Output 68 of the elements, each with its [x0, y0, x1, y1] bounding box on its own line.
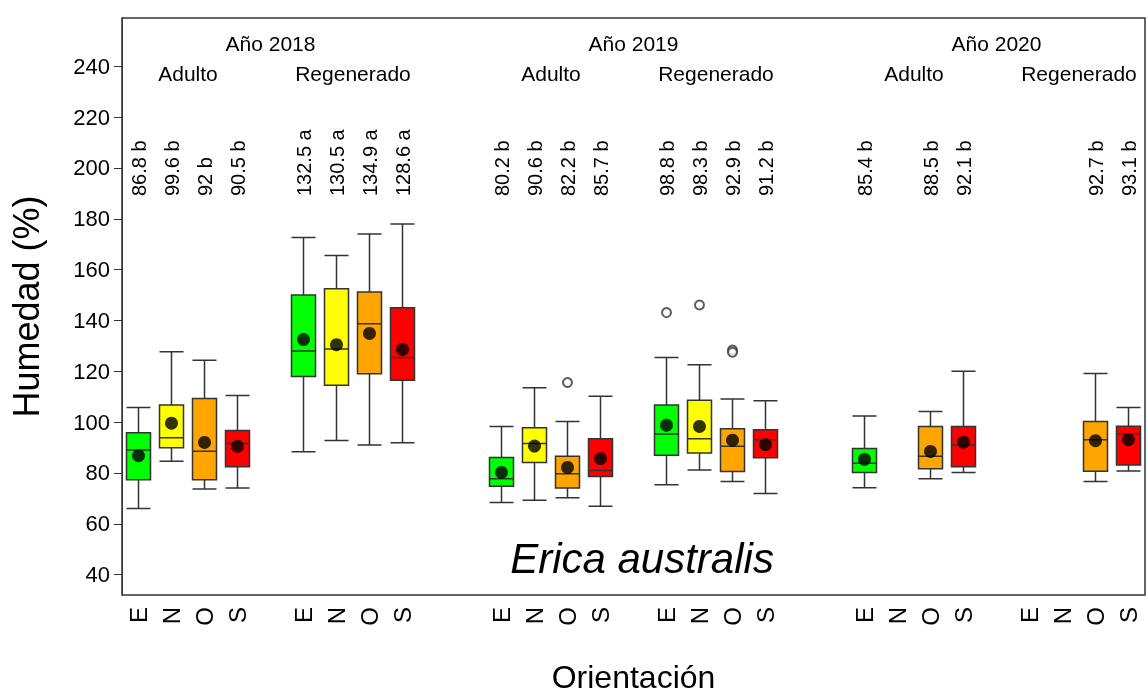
x-tick-label: S	[752, 607, 779, 624]
annotation: Adulto	[884, 61, 944, 85]
annotation: Adulto	[521, 61, 581, 85]
y-tick-label: 140	[73, 307, 110, 333]
annotation: Regenerado	[1021, 61, 1137, 85]
x-axis-title: Orientación	[551, 659, 716, 695]
annotation: 128.6 a	[391, 128, 414, 196]
y-tick-label: 60	[85, 511, 110, 537]
y-tick-label: 40	[85, 562, 110, 588]
x-tick-label: O	[917, 607, 944, 626]
x-tick-label: S	[587, 607, 614, 624]
annotation: 132.5 a	[292, 128, 315, 196]
x-tick-label: E	[290, 607, 317, 624]
annotation: Año 2019	[588, 31, 679, 55]
y-tick-label: 200	[73, 155, 110, 181]
x-tick-label: E	[851, 607, 878, 624]
x-tick-label: E	[125, 607, 152, 624]
x-tick-label: E	[653, 607, 680, 624]
x-tick-label: N	[686, 607, 713, 625]
y-tick-label: 120	[73, 358, 110, 384]
x-tick-label: O	[1082, 607, 1109, 626]
x-tick-label: O	[719, 607, 746, 626]
annotation: 91.2 b	[754, 140, 777, 196]
annotation: 98.3 b	[688, 140, 711, 196]
y-tick-label: 160	[73, 257, 110, 283]
annotation: 82.2 b	[556, 140, 579, 196]
y-axis-title: Humedad (%)	[5, 195, 47, 418]
x-tick-label: N	[1049, 607, 1076, 625]
annotation: 88.5 b	[919, 140, 942, 196]
annotation: Erica australis	[510, 534, 774, 582]
y-tick-label: 180	[73, 206, 110, 232]
x-tick-label: S	[950, 607, 977, 624]
x-tick-label: E	[1016, 607, 1043, 624]
x-tick-label: O	[191, 607, 218, 626]
annotation: 85.4 b	[853, 140, 876, 196]
x-tick-label: N	[521, 607, 548, 625]
x-tick-label: O	[554, 607, 581, 626]
annotation: 80.2 b	[490, 140, 513, 196]
x-tick-label: N	[884, 607, 911, 625]
annotation: 92 b	[193, 157, 216, 196]
annotation: 99.6 b	[160, 140, 183, 196]
x-tick-label: S	[1115, 607, 1142, 624]
x-tick-label: E	[488, 607, 515, 624]
y-tick-label: 100	[73, 409, 110, 435]
annotation: Regenerado	[658, 61, 774, 85]
annotation: 98.8 b	[655, 140, 678, 196]
annotation: Regenerado	[295, 61, 411, 85]
y-tick-label: 240	[73, 53, 110, 79]
annotation: 130.5 a	[325, 128, 348, 196]
annotation: 92.7 b	[1084, 140, 1107, 196]
annotation: 93.1 b	[1117, 140, 1140, 196]
x-tick-label: S	[389, 607, 416, 624]
annotation: Año 2018	[225, 31, 316, 55]
annotation: 92.1 b	[952, 140, 975, 196]
annotation: Año 2020	[951, 31, 1042, 55]
annotation: 90.5 b	[226, 140, 249, 196]
annotation: 86.8 b	[127, 140, 150, 196]
x-tick-label: S	[224, 607, 251, 624]
x-tick-label: O	[356, 607, 383, 626]
annotation: 92.9 b	[721, 140, 744, 196]
annotation: 85.7 b	[589, 140, 612, 196]
annotation: Adulto	[158, 61, 218, 85]
x-tick-label: N	[323, 607, 350, 625]
y-tick-label: 220	[73, 104, 110, 130]
x-tick-label: N	[158, 607, 185, 625]
y-tick-label: 80	[85, 460, 110, 486]
annotation: 134.9 a	[358, 128, 381, 196]
annotation: 90.6 b	[523, 140, 546, 196]
